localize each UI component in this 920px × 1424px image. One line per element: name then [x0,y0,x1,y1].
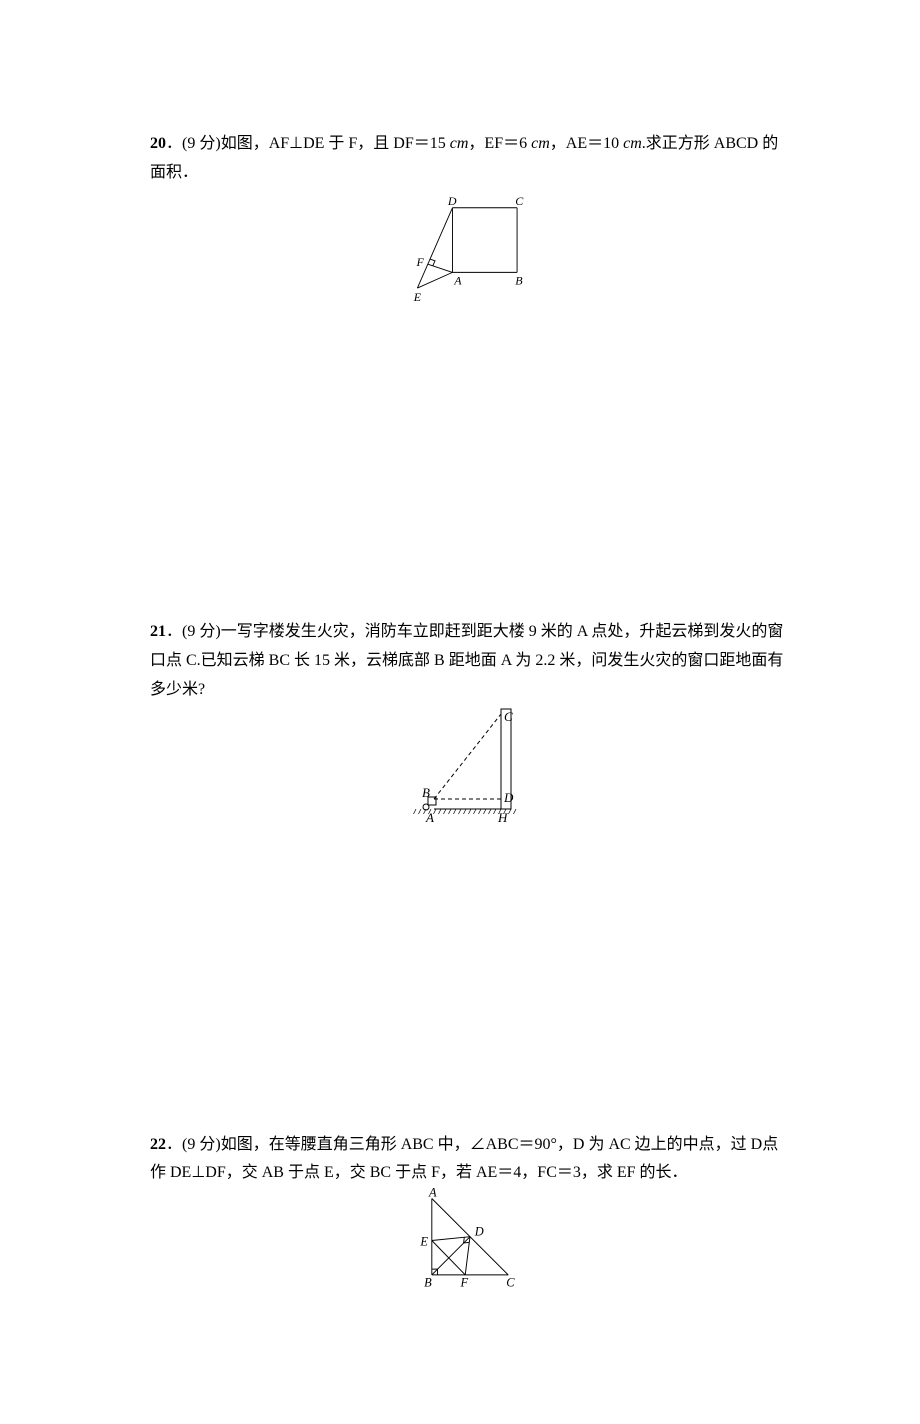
svg-text:C: C [515,194,524,208]
problem-points: (9 分) [182,135,221,152]
unit: cm [623,135,642,152]
page-content: 20．(9 分)如图，AF⊥DE 于 F，且 DF＝15 cm，EF＝6 cm，… [0,0,920,1424]
svg-text:B: B [424,1275,432,1289]
figure-20-wrap: D C A B F E [150,188,790,329]
svg-text:F: F [415,255,424,269]
svg-text:B: B [422,785,430,800]
svg-text:A: A [453,273,462,287]
svg-text:C: C [504,709,513,724]
problem-text-part: ，EF＝6 [468,135,531,152]
figure-20: D C A B F E [410,188,530,318]
problem-22: 22．(9 分)如图，在等腰直角三角形 ABC 中，∠ABC＝90°，D 为 A… [150,1131,790,1304]
svg-text:F: F [459,1275,468,1289]
svg-text:C: C [506,1275,515,1289]
svg-text:A: A [428,1188,437,1200]
problem-text-part: ，AE＝10 [550,135,623,152]
unit: cm [531,135,550,152]
problem-text: 一写字楼发生火灾，消防车立即赶到距大楼 9 米的 A 点处，升起云梯到发火的窗口… [150,623,783,698]
problem-points: (9 分) [182,1136,221,1153]
figure-21: C D BA H [410,705,530,830]
problem-number: 21 [150,623,166,640]
problem-21: 21．(9 分)一写字楼发生火灾，消防车立即赶到距大楼 9 米的 A 点处，升起… [150,618,790,840]
problem-20: 20．(9 分)如图，AF⊥DE 于 F，且 DF＝15 cm，EF＝6 cm，… [150,130,790,328]
svg-text:B: B [515,273,523,287]
unit: cm [450,135,469,152]
problem-number: 22 [150,1136,166,1153]
figure-22-wrap: A B C D E F [150,1188,790,1304]
problem-text: 如图，在等腰直角三角形 ABC 中，∠ABC＝90°，D 为 AC 边上的中点，… [150,1136,778,1182]
svg-text:E: E [419,1234,428,1248]
svg-text:D: D [503,790,514,805]
figure-22: A B C D E F [410,1188,530,1293]
svg-text:D: D [447,194,457,208]
problem-number: 20 [150,135,166,152]
svg-text:D: D [474,1225,484,1239]
figure-21-wrap: C D BA H [150,705,790,841]
problem-points: (9 分) [182,623,221,640]
svg-text:E: E [413,290,422,304]
svg-text:H: H [497,810,508,825]
svg-text:A: A [425,810,434,825]
problem-text-part: 如图，AF⊥DE 于 F，且 DF＝15 [221,135,450,152]
